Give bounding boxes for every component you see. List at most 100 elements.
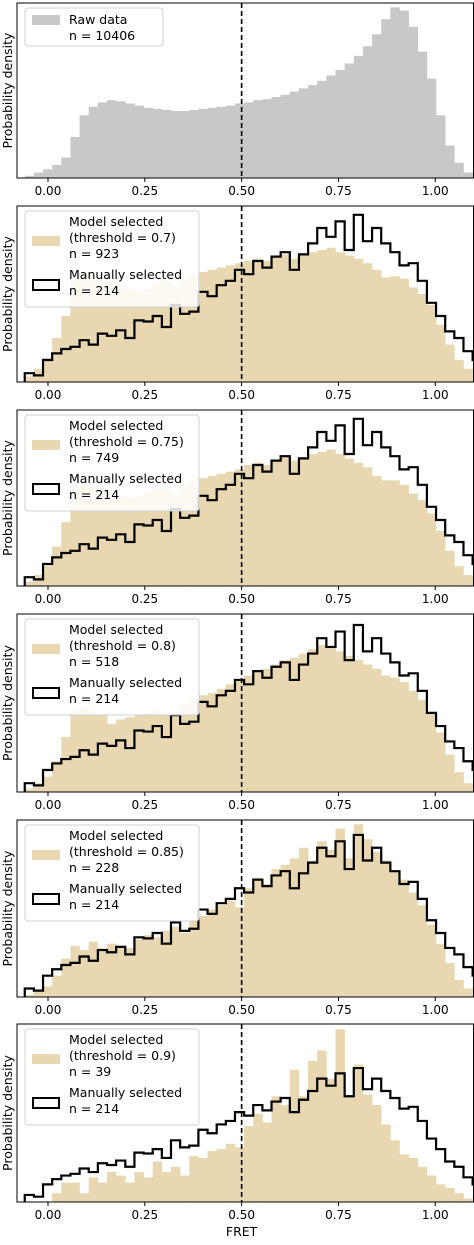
bar: [289, 1069, 300, 1202]
legend-label-manual: Manually selected: [69, 881, 182, 896]
bar: [454, 772, 464, 792]
bar: [408, 1157, 419, 1202]
legend-count-model: n = 228: [69, 860, 119, 875]
panel-3: 0.00 0.25 0.50 0.75 1.00 Probability density M…: [0, 409, 474, 606]
bar: [107, 723, 117, 792]
bar: [244, 1126, 254, 1202]
bar: [134, 105, 144, 178]
bar: [143, 107, 154, 178]
bar: [454, 1193, 464, 1202]
x-tick-label: 0.50: [228, 388, 255, 402]
bar: [454, 979, 464, 997]
bar: [24, 175, 35, 178]
legend-label-model: Model selected: [69, 828, 163, 843]
bar: [52, 165, 62, 178]
bar: [399, 10, 409, 178]
series-1: [52, 1029, 473, 1202]
bar: [390, 677, 400, 792]
bar: [353, 258, 364, 382]
step-line: [23, 213, 474, 382]
legend-swatch-manual: [32, 279, 60, 291]
bar: [207, 1150, 217, 1202]
plot-area: [23, 820, 474, 997]
x-tick-label: 1.00: [422, 1003, 449, 1017]
bar: [445, 754, 455, 792]
bar: [463, 172, 473, 178]
bar: [161, 280, 172, 382]
bar: [244, 102, 254, 178]
bar: [454, 566, 464, 586]
plot-area: [23, 410, 474, 586]
bar: [271, 96, 281, 178]
series-1: [24, 824, 474, 997]
x-tick-label: 1.00: [422, 798, 449, 812]
legend: Model selected(threshold = 0.75)n = 749 M…: [24, 414, 200, 512]
bar: [408, 493, 419, 586]
bar: [436, 1184, 446, 1202]
bar: [88, 106, 99, 178]
bar: [372, 269, 382, 382]
series-1: [24, 7, 474, 178]
legend: Model selected(threshold = 0.8)n = 518 Ma…: [24, 618, 200, 716]
bar: [234, 1147, 245, 1202]
bar: [198, 478, 208, 586]
bar: [180, 704, 190, 792]
bar: [107, 100, 117, 178]
legend-count-model: n = 518: [69, 654, 119, 669]
bar: [61, 737, 71, 792]
bar: [390, 276, 400, 382]
bar: [225, 105, 236, 178]
bar: [207, 269, 217, 382]
legend-swatch-model: [32, 440, 60, 450]
bar: [262, 883, 272, 997]
bar: [116, 495, 126, 586]
bar: [207, 476, 217, 586]
bar: [445, 145, 455, 178]
bar: [253, 100, 263, 178]
bar: [97, 947, 108, 997]
bar: [344, 655, 355, 792]
legend-threshold: (threshold = 0.75): [69, 434, 184, 449]
bar: [207, 693, 217, 792]
bar: [362, 467, 373, 586]
series-2: [23, 833, 474, 997]
bar: [180, 484, 190, 586]
bar: [207, 909, 217, 997]
bar: [344, 858, 355, 997]
y-axis-label: Probability density: [0, 644, 15, 760]
bar: [372, 851, 382, 997]
bar: [436, 531, 446, 586]
bar: [308, 85, 318, 178]
bar: [79, 950, 90, 997]
bar: [463, 1198, 473, 1202]
bar: [198, 695, 208, 792]
bar: [445, 1187, 455, 1202]
bar: [326, 646, 336, 792]
y-axis-label: Probability density: [0, 850, 15, 966]
bar: [335, 1029, 345, 1202]
bar: [70, 280, 80, 382]
bar: [426, 305, 437, 382]
bar: [280, 660, 291, 792]
bar: [216, 473, 227, 586]
bar: [61, 1182, 71, 1202]
series-2: [23, 213, 474, 382]
legend-box: [24, 1028, 200, 1126]
legend-label-model: Model selected: [69, 1032, 163, 1047]
y-axis-label: Probability density: [0, 235, 15, 351]
legend-count: n = 10406: [69, 28, 135, 43]
bar: [253, 462, 263, 586]
bar: [335, 454, 345, 586]
bar: [381, 1124, 391, 1202]
bar: [253, 1113, 263, 1202]
bar: [280, 456, 291, 586]
bar: [335, 252, 345, 382]
bar: [134, 715, 144, 792]
bar: [353, 1064, 364, 1202]
bar: [244, 675, 254, 792]
bar: [317, 841, 327, 997]
bar: [180, 1175, 190, 1202]
x-axis-label: FRET: [226, 1224, 258, 1239]
bar: [244, 888, 254, 997]
bar: [33, 172, 44, 178]
